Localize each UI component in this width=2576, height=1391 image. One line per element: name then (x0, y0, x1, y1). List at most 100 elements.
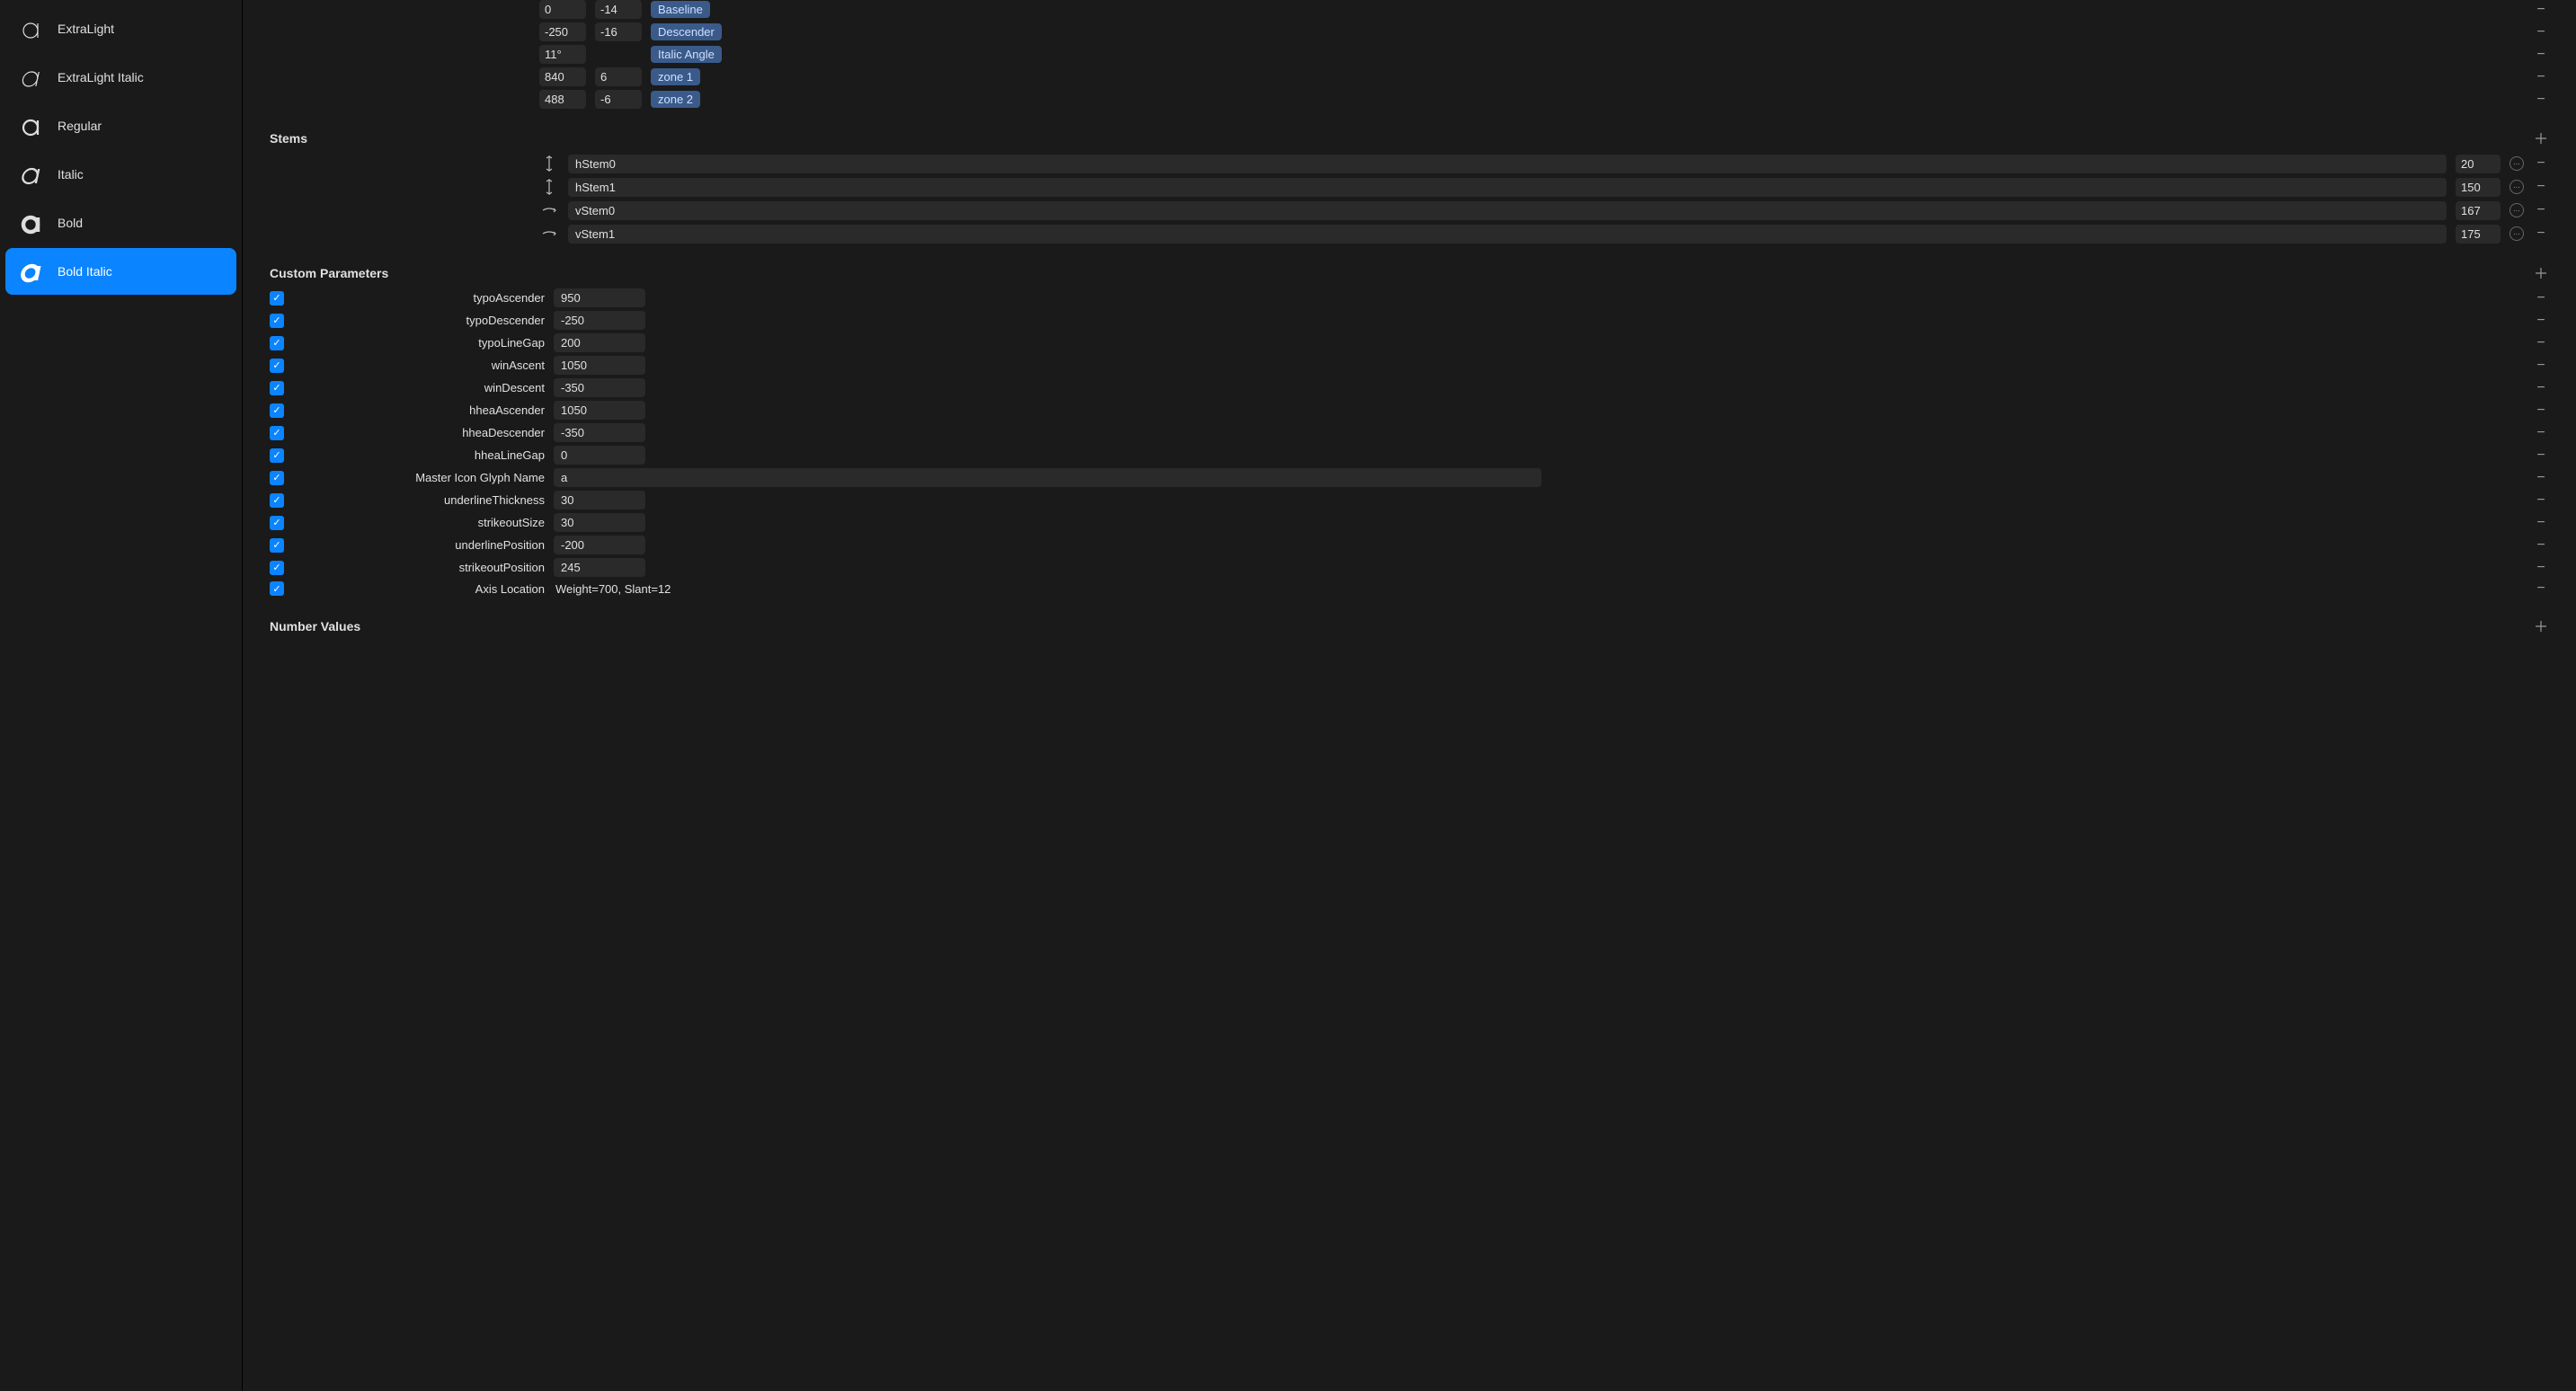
param-value-input[interactable] (554, 423, 645, 442)
stem-name-input[interactable] (568, 178, 2447, 197)
sidebar-item-label: Regular (58, 119, 102, 133)
param-value-input[interactable] (554, 356, 645, 375)
remove-param-button[interactable]: − (2533, 335, 2549, 351)
stem-options-button[interactable]: ⋯ (2509, 226, 2524, 241)
stem-name-input[interactable] (568, 201, 2447, 220)
zone-value-1[interactable] (539, 45, 586, 64)
param-value-input[interactable] (554, 558, 645, 577)
zone-value-2[interactable] (595, 22, 642, 41)
remove-stem-button[interactable]: − (2533, 202, 2549, 218)
param-enabled-checkbox[interactable]: ✓ (270, 314, 284, 328)
param-enabled-checkbox[interactable]: ✓ (270, 291, 284, 306)
param-value-input[interactable] (554, 468, 1541, 487)
param-enabled-checkbox[interactable]: ✓ (270, 538, 284, 553)
sidebar-item-bold[interactable]: Bold (5, 199, 236, 246)
remove-param-button[interactable]: − (2533, 425, 2549, 441)
param-enabled-checkbox[interactable]: ✓ (270, 471, 284, 485)
remove-param-button[interactable]: − (2533, 403, 2549, 419)
zone-value-1[interactable] (539, 22, 586, 41)
zone-value-1[interactable] (539, 90, 586, 109)
sidebar-item-regular[interactable]: Regular (5, 102, 236, 149)
sidebar-item-bold-italic[interactable]: Bold Italic (5, 248, 236, 295)
stem-options-button[interactable]: ⋯ (2509, 180, 2524, 194)
remove-param-button[interactable]: − (2533, 537, 2549, 554)
zone-value-1[interactable] (539, 67, 586, 86)
param-row: ✓ Master Icon Glyph Name − (270, 468, 2549, 487)
remove-stem-button[interactable]: − (2533, 179, 2549, 195)
remove-param-button[interactable]: − (2533, 290, 2549, 306)
stem-name-input[interactable] (568, 225, 2447, 244)
remove-param-button[interactable]: − (2533, 492, 2549, 509)
param-value-input[interactable] (554, 311, 645, 330)
param-enabled-checkbox[interactable]: ✓ (270, 516, 284, 530)
stem-value-input[interactable] (2456, 201, 2500, 220)
stem-direction-icon[interactable] (539, 200, 559, 220)
remove-zone-button[interactable]: − (2533, 47, 2549, 63)
stem-value-input[interactable] (2456, 155, 2500, 173)
zone-value-2[interactable] (595, 0, 642, 19)
remove-param-button[interactable]: − (2533, 447, 2549, 464)
stem-value-input[interactable] (2456, 225, 2500, 244)
zone-value-1[interactable] (539, 0, 586, 19)
stems-list: ⋯ − ⋯ − ⋯ − ⋯ − (270, 154, 2549, 244)
remove-param-button[interactable]: − (2533, 560, 2549, 576)
remove-stem-button[interactable]: − (2533, 226, 2549, 242)
remove-param-button[interactable]: − (2533, 580, 2549, 597)
zone-tag[interactable]: Descender (651, 23, 722, 40)
stem-name-input[interactable] (568, 155, 2447, 173)
add-stem-button[interactable] (2533, 130, 2549, 146)
param-enabled-checkbox[interactable]: ✓ (270, 561, 284, 575)
master-icon (18, 160, 47, 189)
remove-param-button[interactable]: − (2533, 515, 2549, 531)
stem-row: ⋯ − (270, 200, 2549, 220)
param-value-input[interactable] (554, 401, 645, 420)
zone-value-2[interactable] (595, 67, 642, 86)
stem-direction-icon[interactable] (539, 224, 559, 244)
param-enabled-checkbox[interactable]: ✓ (270, 448, 284, 463)
zone-tag[interactable]: Italic Angle (651, 46, 722, 63)
param-row: ✓ typoLineGap − (270, 333, 2549, 352)
master-icon (18, 14, 47, 43)
sidebar-item-extralight-italic[interactable]: ExtraLight Italic (5, 54, 236, 101)
remove-zone-button[interactable]: − (2533, 92, 2549, 108)
sidebar-item-italic[interactable]: Italic (5, 151, 236, 198)
stem-value-input[interactable] (2456, 178, 2500, 197)
param-enabled-checkbox[interactable]: ✓ (270, 336, 284, 350)
remove-param-button[interactable]: − (2533, 313, 2549, 329)
remove-stem-button[interactable]: − (2533, 155, 2549, 172)
param-enabled-checkbox[interactable]: ✓ (270, 381, 284, 395)
stem-options-button[interactable]: ⋯ (2509, 203, 2524, 217)
sidebar-item-extralight[interactable]: ExtraLight (5, 5, 236, 52)
param-enabled-checkbox[interactable]: ✓ (270, 426, 284, 440)
zone-value-2[interactable] (595, 90, 642, 109)
param-enabled-checkbox[interactable]: ✓ (270, 581, 284, 596)
param-value-input[interactable] (554, 333, 645, 352)
param-label: typoDescender (293, 314, 545, 327)
zone-row: zone 1 − (270, 67, 2549, 86)
param-value-input[interactable] (554, 491, 645, 509)
stem-direction-icon[interactable] (539, 177, 559, 197)
param-value-input[interactable] (554, 288, 645, 307)
stem-options-button[interactable]: ⋯ (2509, 156, 2524, 171)
stem-row: ⋯ − (270, 177, 2549, 197)
remove-zone-button[interactable]: − (2533, 24, 2549, 40)
param-value-input[interactable] (554, 513, 645, 532)
param-enabled-checkbox[interactable]: ✓ (270, 493, 284, 508)
param-value-input[interactable] (554, 378, 645, 397)
remove-param-button[interactable]: − (2533, 380, 2549, 396)
param-enabled-checkbox[interactable]: ✓ (270, 359, 284, 373)
remove-param-button[interactable]: − (2533, 358, 2549, 374)
param-value-input[interactable] (554, 536, 645, 554)
add-custom-param-button[interactable] (2533, 265, 2549, 281)
remove-zone-button[interactable]: − (2533, 69, 2549, 85)
param-text-value[interactable]: Weight=700, Slant=12 (554, 582, 671, 596)
zone-tag[interactable]: zone 2 (651, 91, 700, 108)
remove-zone-button[interactable]: − (2533, 2, 2549, 18)
param-enabled-checkbox[interactable]: ✓ (270, 403, 284, 418)
remove-param-button[interactable]: − (2533, 470, 2549, 486)
zone-tag[interactable]: zone 1 (651, 68, 700, 85)
stem-direction-icon[interactable] (539, 154, 559, 173)
zone-tag[interactable]: Baseline (651, 1, 710, 18)
add-number-value-button[interactable] (2533, 618, 2549, 634)
param-value-input[interactable] (554, 446, 645, 465)
